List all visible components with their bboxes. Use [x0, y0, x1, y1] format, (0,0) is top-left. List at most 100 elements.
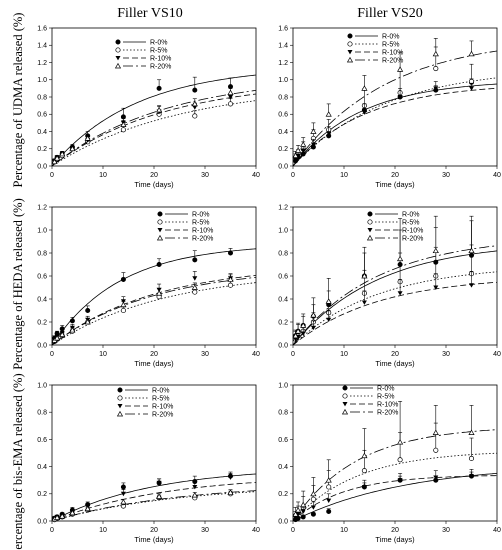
series-R-10% — [293, 81, 497, 166]
x-tick-label: 10 — [99, 527, 107, 534]
legend-label: R-5% — [402, 219, 420, 226]
x-axis-label: Time (days) — [375, 359, 415, 368]
y-tick-label: 0.6 — [278, 112, 288, 119]
data-point — [397, 95, 403, 100]
x-tick-label: 30 — [201, 351, 209, 358]
y-tick-label: 0.4 — [37, 296, 47, 303]
legend-marker — [367, 211, 373, 217]
data-point — [295, 153, 301, 159]
legend-marker — [342, 402, 348, 407]
data-point — [300, 331, 306, 336]
fit-curve — [293, 50, 497, 166]
data-point — [469, 86, 474, 91]
data-point — [59, 331, 66, 337]
y-tick-label: 0.4 — [37, 464, 47, 471]
data-point — [227, 276, 234, 282]
x-tick-label: 20 — [150, 351, 158, 358]
y-tick-label: 0.6 — [37, 112, 47, 119]
legend: R-0%R-5%R-10%R-20% — [114, 39, 171, 70]
data-point — [433, 285, 439, 290]
data-point — [469, 283, 474, 288]
y-tick-label: 1.4 — [278, 43, 288, 50]
data-point — [84, 505, 91, 512]
legend-label: R-20% — [402, 235, 423, 242]
series-R-20% — [292, 401, 497, 521]
x-tick-label: 20 — [150, 172, 158, 179]
series-R-0% — [293, 471, 497, 523]
data-point — [310, 511, 316, 517]
y-tick-label: 0.6 — [278, 273, 288, 280]
data-point — [69, 318, 75, 324]
x-tick-label: 20 — [391, 172, 399, 179]
legend-label: R-10% — [152, 403, 173, 410]
chart-panel-6: 0.0 0.2 0.4 0.6 0.8 1.0 0 10 20 30 40 Time (days) R-… — [278, 382, 501, 544]
data-point — [433, 447, 439, 453]
legend-label: R-0% — [377, 385, 395, 392]
data-point — [433, 65, 439, 72]
data-point — [84, 135, 91, 141]
data-point — [293, 337, 299, 342]
fit-curve — [293, 475, 497, 521]
y-tick-label: 0.8 — [37, 410, 47, 417]
x-tick-label: 30 — [442, 172, 450, 179]
y-tick-label: 0.0 — [278, 518, 288, 525]
data-point — [293, 157, 299, 162]
data-point — [120, 491, 126, 497]
data-point — [294, 147, 302, 153]
legend-marker — [367, 228, 373, 233]
x-tick-label: 10 — [340, 527, 348, 534]
data-point — [192, 105, 198, 110]
data-point — [325, 111, 332, 117]
data-point — [292, 511, 299, 517]
x-tick-label: 20 — [150, 527, 158, 534]
y-tick-label: 0.8 — [278, 250, 288, 257]
data-point — [69, 145, 76, 152]
series-R-5% — [51, 490, 256, 523]
data-point — [155, 493, 163, 499]
legend: R-0%R-5%R-10%R-20% — [116, 387, 173, 418]
data-point — [300, 148, 306, 153]
data-point — [326, 498, 332, 503]
data-point — [192, 257, 198, 263]
y-tick-label: 0.2 — [278, 491, 288, 498]
data-point — [325, 477, 332, 483]
x-tick-label: 10 — [99, 172, 107, 179]
data-point — [361, 452, 368, 459]
y-tick-label: 0.2 — [37, 146, 47, 153]
data-point — [228, 250, 234, 256]
data-point — [468, 247, 475, 254]
fit-curve — [52, 482, 256, 521]
legend-marker — [117, 387, 123, 393]
x-tick-label: 0 — [50, 172, 54, 179]
y-tick-label: 1.2 — [37, 204, 47, 211]
y-tick-label: 1.0 — [278, 382, 288, 389]
data-point — [326, 484, 332, 490]
series-R-10% — [52, 473, 256, 521]
legend-marker — [347, 41, 353, 47]
data-point — [192, 289, 198, 295]
data-point — [310, 496, 316, 502]
x-tick-label: 0 — [50, 351, 54, 358]
x-axis-label: Time (days) — [134, 535, 174, 544]
data-point — [51, 158, 58, 165]
legend-label: R-10% — [377, 401, 398, 408]
fit-curve — [52, 491, 256, 521]
series-R-0% — [293, 220, 497, 345]
data-point — [120, 301, 127, 308]
data-point — [156, 261, 162, 267]
x-tick-label: 20 — [391, 527, 399, 534]
x-tick-label: 40 — [493, 527, 501, 534]
data-point — [325, 298, 332, 304]
x-tick-label: 40 — [493, 351, 501, 358]
data-point — [310, 490, 317, 497]
series-R-5% — [51, 98, 256, 166]
legend-label: R-0% — [402, 211, 420, 218]
data-point — [294, 507, 302, 513]
data-point — [294, 328, 302, 334]
x-axis-label: Time (days) — [375, 535, 415, 544]
legend-marker — [157, 228, 163, 233]
y-tick-label: 0.8 — [278, 410, 288, 417]
y-tick-label: 0.2 — [278, 319, 288, 326]
data-point — [310, 128, 317, 134]
legend-marker — [346, 56, 354, 63]
